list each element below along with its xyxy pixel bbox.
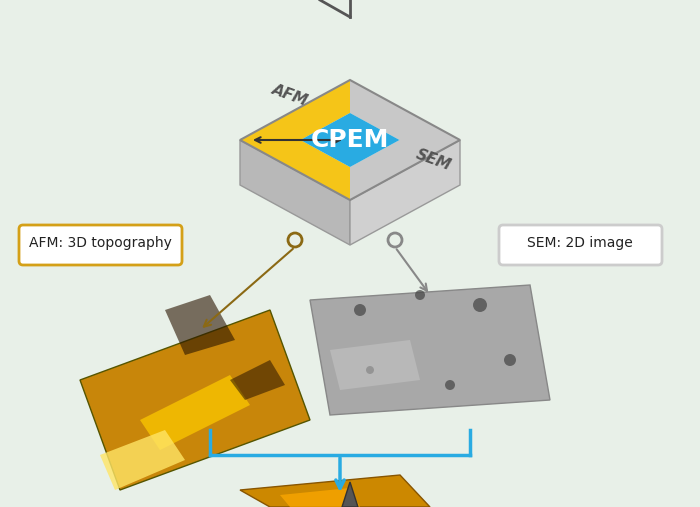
Circle shape (505, 355, 515, 365)
Polygon shape (230, 360, 285, 400)
Polygon shape (240, 475, 430, 507)
Polygon shape (240, 140, 350, 245)
Circle shape (363, 363, 377, 377)
Text: SEM: 2D image: SEM: 2D image (527, 236, 633, 250)
Text: CPEM: CPEM (311, 128, 389, 152)
Circle shape (474, 299, 486, 311)
Circle shape (355, 305, 365, 315)
Polygon shape (280, 488, 360, 507)
Polygon shape (300, 113, 400, 167)
Polygon shape (240, 80, 350, 200)
Circle shape (413, 288, 427, 302)
Text: AFM: AFM (270, 82, 310, 108)
Circle shape (444, 379, 456, 391)
Polygon shape (350, 80, 460, 200)
Text: SEM: SEM (413, 147, 453, 173)
Polygon shape (140, 375, 250, 450)
Polygon shape (100, 430, 185, 490)
Polygon shape (330, 340, 420, 390)
Polygon shape (350, 140, 460, 245)
FancyBboxPatch shape (19, 225, 182, 265)
Polygon shape (342, 482, 358, 507)
Polygon shape (80, 310, 310, 490)
Polygon shape (165, 295, 235, 355)
Text: AFM: 3D topography: AFM: 3D topography (29, 236, 172, 250)
Polygon shape (310, 285, 550, 415)
FancyBboxPatch shape (499, 225, 662, 265)
